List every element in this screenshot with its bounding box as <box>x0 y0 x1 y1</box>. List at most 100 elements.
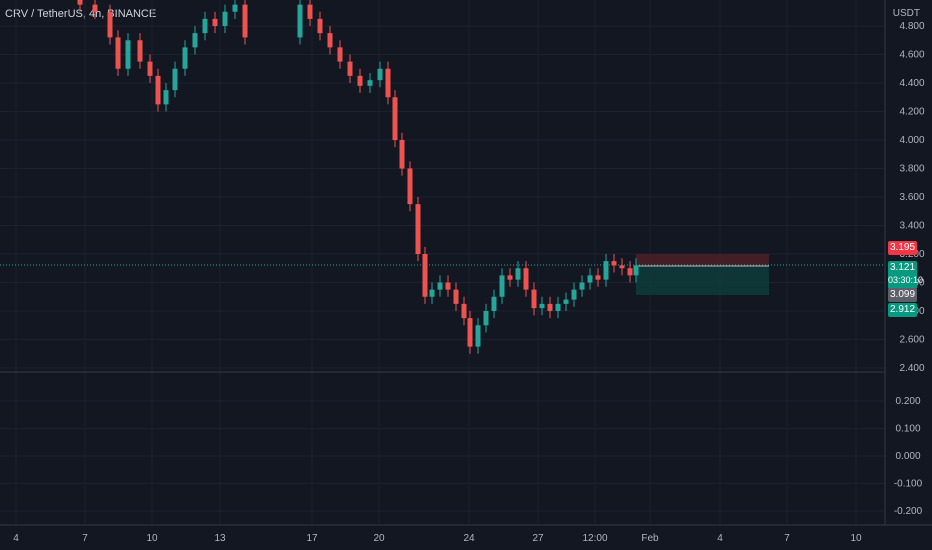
candle-body <box>491 296 497 311</box>
entry-price-tag: 3.099 <box>888 288 917 302</box>
last-price-tag: 3.121 03:30:10 <box>888 261 924 289</box>
candle-body <box>611 261 617 266</box>
time-axis-label: 4 <box>717 533 723 544</box>
candle-body <box>327 33 333 48</box>
time-axis-label: 24 <box>463 533 475 544</box>
candle-body <box>422 254 428 297</box>
time-axis-label: 13 <box>214 533 226 544</box>
candle-body <box>627 268 633 276</box>
time-axis-label: 4 <box>13 533 19 544</box>
price-axis-label: 4.600 <box>899 50 924 61</box>
bar-countdown: 03:30:10 <box>888 275 924 285</box>
price-axis-label: 3.800 <box>899 164 924 175</box>
price-axis-label: 4.200 <box>899 107 924 118</box>
price-axis-label: 2.400 <box>899 363 924 374</box>
candle-body <box>587 275 593 283</box>
candle-body <box>407 168 413 205</box>
grid-lines <box>0 0 885 525</box>
stop-loss-zone[interactable] <box>636 254 769 266</box>
candle-body <box>603 261 609 280</box>
candle-body <box>125 40 131 69</box>
candle-body <box>483 311 489 326</box>
price-axis-label: 4.000 <box>899 135 924 146</box>
candle-body <box>461 303 467 319</box>
candle-body <box>563 299 569 304</box>
candle-body <box>571 289 577 300</box>
time-axis-label: 10 <box>146 533 158 544</box>
candle-body <box>307 4 313 19</box>
candle-body <box>317 18 323 34</box>
time-axis-label: 17 <box>306 533 318 544</box>
candle-body <box>555 303 561 311</box>
last-price-value: 3.121 <box>889 262 916 273</box>
candle-body <box>515 268 521 280</box>
candle-body <box>77 0 83 5</box>
candle-body <box>222 11 228 26</box>
candle-body <box>475 325 481 347</box>
candle-body <box>202 18 208 34</box>
price-axis-label: 4.800 <box>899 21 924 32</box>
candle-body <box>182 47 188 69</box>
candle-body <box>499 275 505 297</box>
candle-body <box>242 4 248 38</box>
candle-body <box>192 33 198 48</box>
price-currency: USDT <box>892 8 920 19</box>
time-axis-label: 7 <box>82 533 88 544</box>
indicator-axis-label: -0.100 <box>894 479 923 490</box>
candle-body <box>523 268 529 290</box>
candle-body <box>107 11 113 38</box>
candle-body <box>531 289 537 309</box>
candle-body <box>155 75 161 105</box>
time-axis[interactable]: 4 7 10 13 17 20 24 27 12:00 Feb 4 7 10 <box>13 533 862 544</box>
candle-body <box>147 61 153 76</box>
candle-body <box>539 303 545 309</box>
candle-body <box>357 75 363 86</box>
price-axis-label: 4.400 <box>899 78 924 89</box>
take-profit-price-tag: 2.912 <box>888 303 917 317</box>
candle-body <box>92 4 98 12</box>
candle-body <box>633 265 639 276</box>
candle-body <box>172 68 178 91</box>
take-profit-zone[interactable] <box>636 266 769 295</box>
candle-body <box>137 40 143 62</box>
candle-body <box>595 275 601 280</box>
indicator-axis-label: 0.200 <box>895 396 920 407</box>
time-axis-label: Feb <box>641 533 659 544</box>
candle-body <box>232 4 238 12</box>
price-axis-label: 3.400 <box>899 221 924 232</box>
candle-body <box>445 282 451 290</box>
candle-body <box>399 140 405 169</box>
candle-body <box>367 80 373 86</box>
indicator-axis-label: 0.100 <box>895 424 920 435</box>
candle-body <box>392 97 398 140</box>
time-axis-label: 7 <box>784 533 790 544</box>
price-axis[interactable]: 4.800 4.600 4.400 4.200 4.000 3.800 3.600 3.400… <box>899 21 924 374</box>
candle-body <box>297 4 303 38</box>
candle-body <box>579 282 585 290</box>
candle-body <box>467 318 473 347</box>
indicator-axis-label: -0.200 <box>894 506 923 517</box>
candle-body <box>385 68 391 98</box>
candle-body <box>429 289 435 297</box>
candle-body <box>347 61 353 76</box>
time-axis-label: 20 <box>373 533 385 544</box>
time-axis-label: 10 <box>850 533 862 544</box>
indicator-axis[interactable]: 0.200 0.100 0.000 -0.100 -0.200 <box>894 396 923 517</box>
candle-body <box>437 282 443 290</box>
indicator-axis-label: 0.000 <box>895 451 920 462</box>
symbol-title: CRV / TetherUS, 4h, BINANCE <box>5 8 157 20</box>
candle-body <box>507 275 513 280</box>
candle-body <box>619 265 625 269</box>
candle-body <box>547 303 553 311</box>
candle-body <box>115 37 121 69</box>
candle-body <box>415 204 421 254</box>
time-axis-label: 12:00 <box>582 533 607 544</box>
candle-body <box>453 289 459 304</box>
price-axis-label: 3.600 <box>899 192 924 203</box>
price-axis-label: 2.600 <box>899 335 924 346</box>
candle-body <box>377 68 383 81</box>
candle-body <box>212 18 218 26</box>
time-axis-label: 27 <box>532 533 544 544</box>
candles <box>77 0 639 354</box>
